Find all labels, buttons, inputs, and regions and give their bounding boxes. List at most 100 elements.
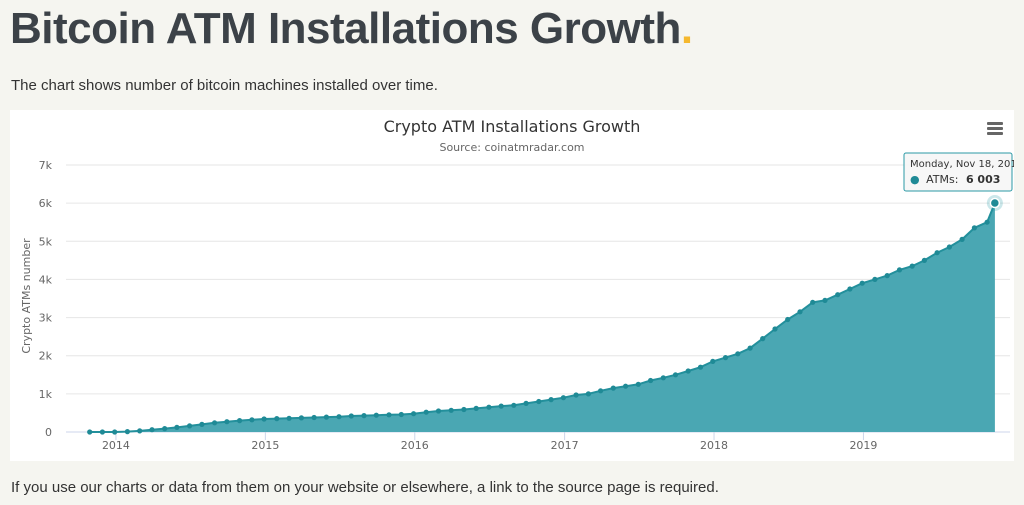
data-point[interactable] [398,411,404,418]
data-point[interactable] [87,429,93,435]
y-tick-label: 4k [39,273,53,286]
data-point[interactable] [648,377,654,384]
data-point[interactable] [909,263,915,269]
data-point[interactable] [311,414,317,421]
data-point[interactable] [735,351,741,357]
source-notice: If you use our charts or data from them … [11,479,719,496]
tooltip: Monday, Nov 18, 2019 ● ATMs: 6 003 [903,152,1014,212]
y-tick-label: 1k [39,388,53,401]
data-point[interactable] [435,408,442,414]
data-point[interactable] [946,244,953,250]
data-point[interactable] [660,375,666,381]
data-point[interactable] [199,421,205,427]
data-point[interactable] [162,426,168,432]
data-point[interactable] [448,407,454,413]
data-points [87,219,990,435]
data-point[interactable] [697,364,704,370]
data-point[interactable] [797,309,803,315]
data-point[interactable] [560,395,567,401]
data-point[interactable] [174,424,180,430]
data-point[interactable] [523,400,529,406]
data-point[interactable] [298,415,304,421]
area-fill [89,203,995,432]
menu-bar-icon [987,132,1003,135]
data-point[interactable] [610,385,616,391]
data-point[interactable] [249,417,255,423]
grid-lines [66,164,1010,433]
data-point[interactable] [498,403,504,409]
y-tick-label: 3k [39,312,53,325]
data-point[interactable] [548,397,554,403]
data-point[interactable] [810,299,816,305]
data-point[interactable] [187,423,193,429]
data-point[interactable] [672,372,679,378]
data-point[interactable] [772,326,778,332]
data-point[interactable] [573,392,579,398]
data-point[interactable] [984,219,990,225]
data-point[interactable] [373,412,379,418]
intro-text: The chart shows number of bitcoin machin… [11,77,438,94]
chart-menu-button[interactable] [987,122,1003,136]
data-point[interactable] [598,388,604,394]
y-tick-label: 2k [39,350,53,363]
data-point[interactable] [872,276,878,282]
x-tick-label: 2018 [700,439,728,452]
data-point[interactable] [112,429,118,435]
data-point[interactable] [536,398,542,405]
data-point[interactable] [722,355,729,361]
data-point[interactable] [822,297,828,303]
data-point[interactable] [224,419,230,425]
data-point[interactable] [124,429,130,435]
data-point[interactable] [473,405,479,411]
data-point[interactable] [137,428,143,434]
data-point[interactable] [461,406,467,413]
menu-bar-icon [987,127,1003,130]
page-title-text: Bitcoin ATM Installations Growth [10,4,681,53]
data-point[interactable] [785,316,791,323]
data-point[interactable] [585,391,592,397]
y-tick-label: 5k [39,235,53,248]
chart-title: Crypto ATM Installations Growth [384,117,641,136]
data-point[interactable] [423,409,429,415]
data-point[interactable] [411,411,417,417]
data-point[interactable] [921,257,928,263]
data-point[interactable] [237,418,243,424]
data-point[interactable] [971,225,978,231]
data-point[interactable] [261,416,267,422]
data-point[interactable] [710,358,716,364]
data-point[interactable] [760,336,766,342]
data-point[interactable] [486,404,492,410]
data-point[interactable] [635,381,641,387]
x-tick-label: 2017 [551,439,579,452]
data-point[interactable] [274,416,280,422]
data-point[interactable] [99,429,105,435]
data-point[interactable] [623,383,629,389]
tooltip-series-label: ATMs: [926,173,958,186]
data-point[interactable] [348,413,354,419]
data-point[interactable] [386,412,392,418]
data-point[interactable] [747,345,753,351]
data-point[interactable] [934,250,940,256]
data-point[interactable] [685,368,691,374]
data-point[interactable] [847,286,853,292]
data-point[interactable] [212,420,218,426]
data-point[interactable] [286,415,292,421]
data-point[interactable] [896,267,903,273]
data-point[interactable] [959,236,965,242]
data-point[interactable] [336,414,342,420]
x-tick-label: 2015 [251,439,279,452]
chart-subtitle: Source: coinatmradar.com [439,141,584,154]
menu-bar-icon [987,122,1003,125]
data-point[interactable] [149,427,155,433]
data-point[interactable] [835,292,841,298]
y-axis-ticks: 0 1k 2k 3k 4k 5k 6k 7k [39,159,53,439]
data-point[interactable] [859,280,865,286]
data-point[interactable] [361,413,367,419]
area-chart: Crypto ATM Installations Growth Source: … [20,117,1014,452]
y-tick-label: 0 [45,426,52,439]
data-point[interactable] [884,273,890,279]
tooltip-bullet: ● [910,173,920,186]
data-point[interactable] [511,402,517,408]
data-point[interactable] [323,414,329,420]
x-axis-ticks: 2014 2015 2016 2017 2018 2019 [102,432,877,452]
